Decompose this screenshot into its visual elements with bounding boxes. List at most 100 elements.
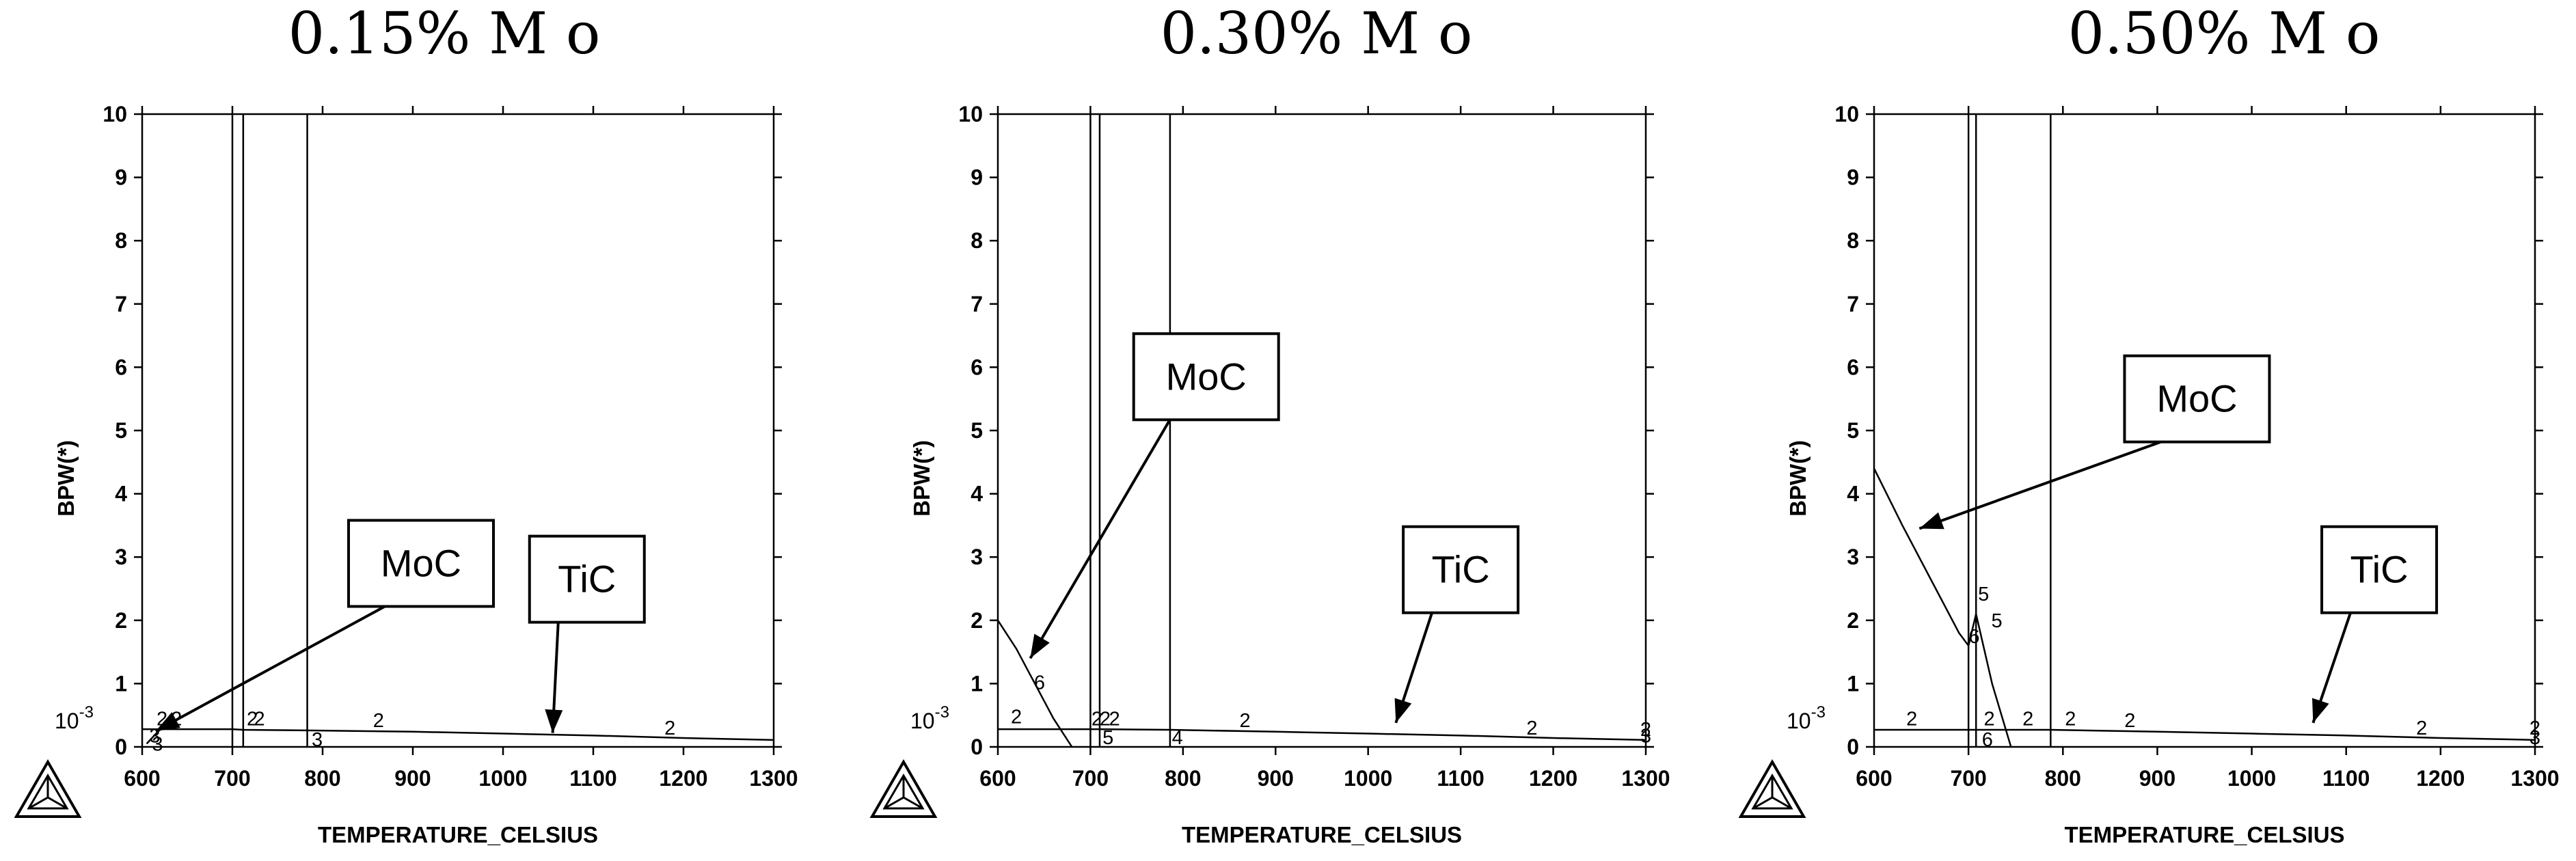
curve-label: 2 xyxy=(1906,708,1917,730)
chart-title: 0.15% M o xyxy=(288,0,601,67)
x-tick-label: 1300 xyxy=(749,766,798,791)
x-tick-label: 600 xyxy=(124,766,160,791)
data-series-line xyxy=(998,728,1646,741)
chart-title: 0.50% M o xyxy=(2068,0,2381,67)
annotation-box-moc xyxy=(347,519,495,608)
y-axis-label: BPW(*) xyxy=(53,440,79,517)
annotation-arrow-head xyxy=(1394,698,1412,723)
y-tick-label: 8 xyxy=(1847,228,1859,253)
y-tick-label: 2 xyxy=(971,608,983,633)
logo-inner-triangle xyxy=(1751,774,1793,810)
curve-label: 6 xyxy=(1034,672,1045,694)
curve-label: 6 xyxy=(1968,626,1979,648)
logo-outer-triangle xyxy=(1738,758,1806,818)
x-tick-label: 600 xyxy=(979,766,1016,791)
annotation-box-tic xyxy=(1402,525,1520,614)
y-scale-note: 10-3 xyxy=(910,703,949,733)
logo-stroke xyxy=(47,796,68,810)
curve-label: 2 xyxy=(247,708,258,730)
scale-base: 10 xyxy=(55,709,79,733)
curve-label: 2 xyxy=(1011,707,1022,728)
curve-label: 2 xyxy=(1526,718,1537,739)
y-tick-label: 0 xyxy=(1847,735,1859,759)
y-tick-label: 6 xyxy=(1847,355,1859,379)
curve-label: 3 xyxy=(152,733,163,755)
scale-exponent: -3 xyxy=(935,703,949,722)
y-tick-label: 8 xyxy=(971,228,983,253)
y-tick-label: 1 xyxy=(1847,671,1859,696)
y-tick-label: 9 xyxy=(1847,165,1859,190)
annotation-label-moc: MoC xyxy=(381,541,461,584)
scale-exponent: -3 xyxy=(79,703,94,722)
annotation-box-tic xyxy=(2320,525,2439,614)
x-tick-label: 1100 xyxy=(569,766,616,791)
y-tick-label: 3 xyxy=(971,545,983,569)
curve-label: 2 xyxy=(1100,708,1111,730)
x-tick-label: 1100 xyxy=(2322,766,2370,791)
x-tick-label: 800 xyxy=(304,766,340,791)
y-tick-label: 2 xyxy=(1847,608,1859,633)
plot-frame xyxy=(141,113,775,748)
plot-frame xyxy=(996,113,1647,748)
x-tick-label: 800 xyxy=(1165,766,1201,791)
curve-label: 2 xyxy=(2022,708,2033,730)
curve-label: 2 xyxy=(1092,708,1102,730)
x-tick-label: 1200 xyxy=(2416,766,2465,791)
x-tick-label: 700 xyxy=(1950,766,1986,791)
curve-label: 2 xyxy=(1640,719,1651,741)
annotation-box-tic xyxy=(528,534,646,624)
annotation-label-tic: TiC xyxy=(2350,548,2409,591)
y-tick-label: 9 xyxy=(971,165,983,190)
y-tick-label: 0 xyxy=(115,735,127,759)
curve-label: 3 xyxy=(1640,725,1651,747)
curve-label: 3 xyxy=(2530,727,2540,749)
thermocalc-logo xyxy=(869,758,938,818)
x-tick-label: 1200 xyxy=(1529,766,1577,791)
y-axis-label: BPW(*) xyxy=(1785,440,1811,517)
x-tick-label: 700 xyxy=(214,766,250,791)
logo-stroke xyxy=(884,796,904,810)
x-tick-label: 1000 xyxy=(2227,766,2276,791)
curve-label: 2 xyxy=(2416,718,2427,739)
data-series-line xyxy=(1873,468,2012,748)
logo-outer-triangle xyxy=(869,758,938,818)
x-tick-label: 600 xyxy=(1856,766,1892,791)
logo-stroke xyxy=(1752,796,1773,810)
y-tick-label: 4 xyxy=(1847,482,1859,506)
curve-label: 5 xyxy=(1102,727,1113,749)
annotation-arrow-head xyxy=(155,712,180,731)
y-tick-label: 6 xyxy=(115,355,127,379)
annotation-arrow-head xyxy=(545,709,563,733)
y-tick-label: 10 xyxy=(1834,102,1859,126)
annotation-arrow-head xyxy=(2311,698,2329,723)
y-scale-note: 10-3 xyxy=(55,703,94,733)
y-tick-label: 3 xyxy=(115,545,127,569)
annotation-arrow-line xyxy=(1029,419,1171,659)
y-tick-label: 5 xyxy=(1847,418,1859,443)
y-axis-label: BPW(*) xyxy=(909,440,934,517)
curve-label: 2 xyxy=(2530,718,2540,739)
y-tick-label: 5 xyxy=(115,418,127,443)
x-tick-label: 1000 xyxy=(478,766,527,791)
annotation-label-moc: MoC xyxy=(1166,355,1247,398)
annotation-arrow-line xyxy=(154,605,385,733)
curve-label: 2 xyxy=(1109,708,1120,730)
scale-base: 10 xyxy=(1787,709,1811,733)
logo-stroke xyxy=(903,796,923,810)
y-tick-label: 2 xyxy=(115,608,127,633)
curve-label: 2 xyxy=(254,708,265,730)
annotation-arrow-head xyxy=(1919,512,1944,530)
annotation-box-moc xyxy=(1132,332,1280,422)
annotation-box-moc xyxy=(2123,354,2271,443)
y-tick-label: 4 xyxy=(115,482,127,506)
curve-label: 2 xyxy=(1983,708,1994,730)
x-tick-label: 1100 xyxy=(1437,766,1484,791)
x-axis-label: TEMPERATURE_CELSIUS xyxy=(2064,822,2344,847)
thermocalc-logo xyxy=(1738,758,1806,818)
chart-panel-1: 0.15% M o 0 1 2 3 4 5 6 7 8 9 10 600 700 800 900 1000 110… xyxy=(14,0,798,847)
y-tick-label: 7 xyxy=(971,292,983,316)
y-tick-label: 7 xyxy=(1847,292,1859,316)
